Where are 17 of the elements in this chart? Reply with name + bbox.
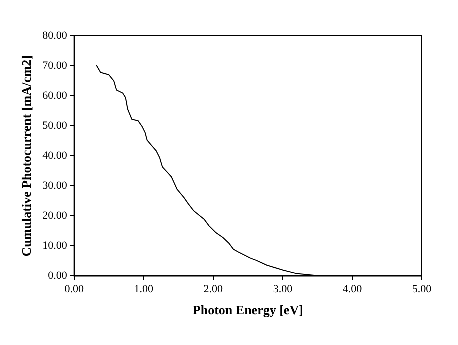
x-tick-label: 4.00 — [342, 284, 363, 296]
x-tick-label: 5.00 — [412, 284, 432, 296]
x-tick-label: 0.00 — [64, 284, 84, 296]
y-tick-label: 20.00 — [42, 210, 68, 222]
x-tick-label: 2.00 — [204, 284, 224, 296]
y-tick-label: 0.00 — [48, 270, 68, 282]
x-axis-title: Photon Energy [eV] — [192, 302, 304, 318]
x-tick-label: 3.00 — [273, 284, 294, 296]
y-axis-title: Cumulative Photocurrent [mA/cm2] — [19, 55, 34, 257]
x-tick-label: 1.00 — [134, 284, 154, 296]
y-tick-label: 50.00 — [42, 120, 68, 132]
y-tick-label: 80.00 — [42, 30, 68, 42]
y-tick-label: 60.00 — [42, 90, 68, 102]
y-tick-label: 40.00 — [42, 150, 68, 162]
y-tick-label: 10.00 — [42, 240, 68, 252]
y-tick-label: 30.00 — [42, 180, 68, 192]
y-tick-label: 70.00 — [42, 60, 68, 72]
